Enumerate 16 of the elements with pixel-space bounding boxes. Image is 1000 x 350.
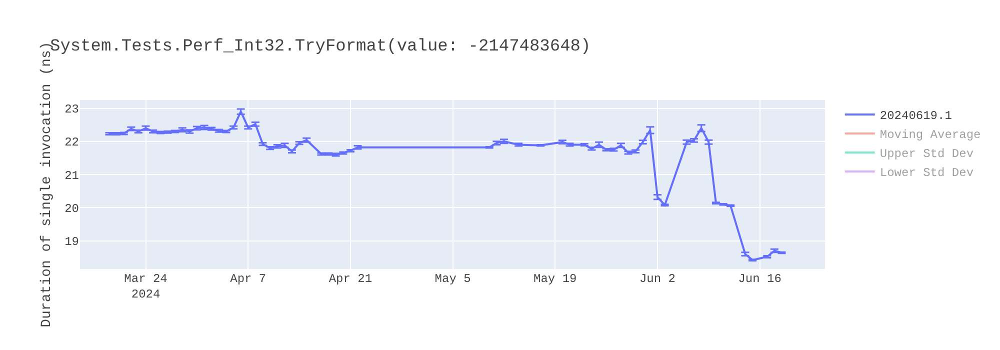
x-tick-label: Apr 7 [230, 272, 266, 286]
x-tick-label: Apr 21 [328, 272, 372, 286]
x-tick-label: Jun 16 [738, 272, 782, 286]
legend-label: Upper Std Dev [880, 147, 974, 162]
y-tick-label: 20 [64, 202, 79, 216]
y-tick-label: 23 [64, 102, 79, 116]
y-tick-label: 19 [64, 235, 79, 250]
x-tick-label: Mar 24 2024 [124, 272, 168, 302]
y-tick-label: 21 [64, 168, 79, 183]
legend-label: 20240619.1 [880, 109, 952, 124]
y-tick-label: 22 [64, 136, 79, 150]
legend-label: Lower Std Dev [880, 166, 974, 180]
x-tick-label: May 5 [434, 272, 471, 286]
x-tick-label: Jun 2 [639, 272, 676, 286]
x-tick-label: May 19 [534, 272, 577, 286]
legend-label: Moving Average [880, 128, 981, 142]
